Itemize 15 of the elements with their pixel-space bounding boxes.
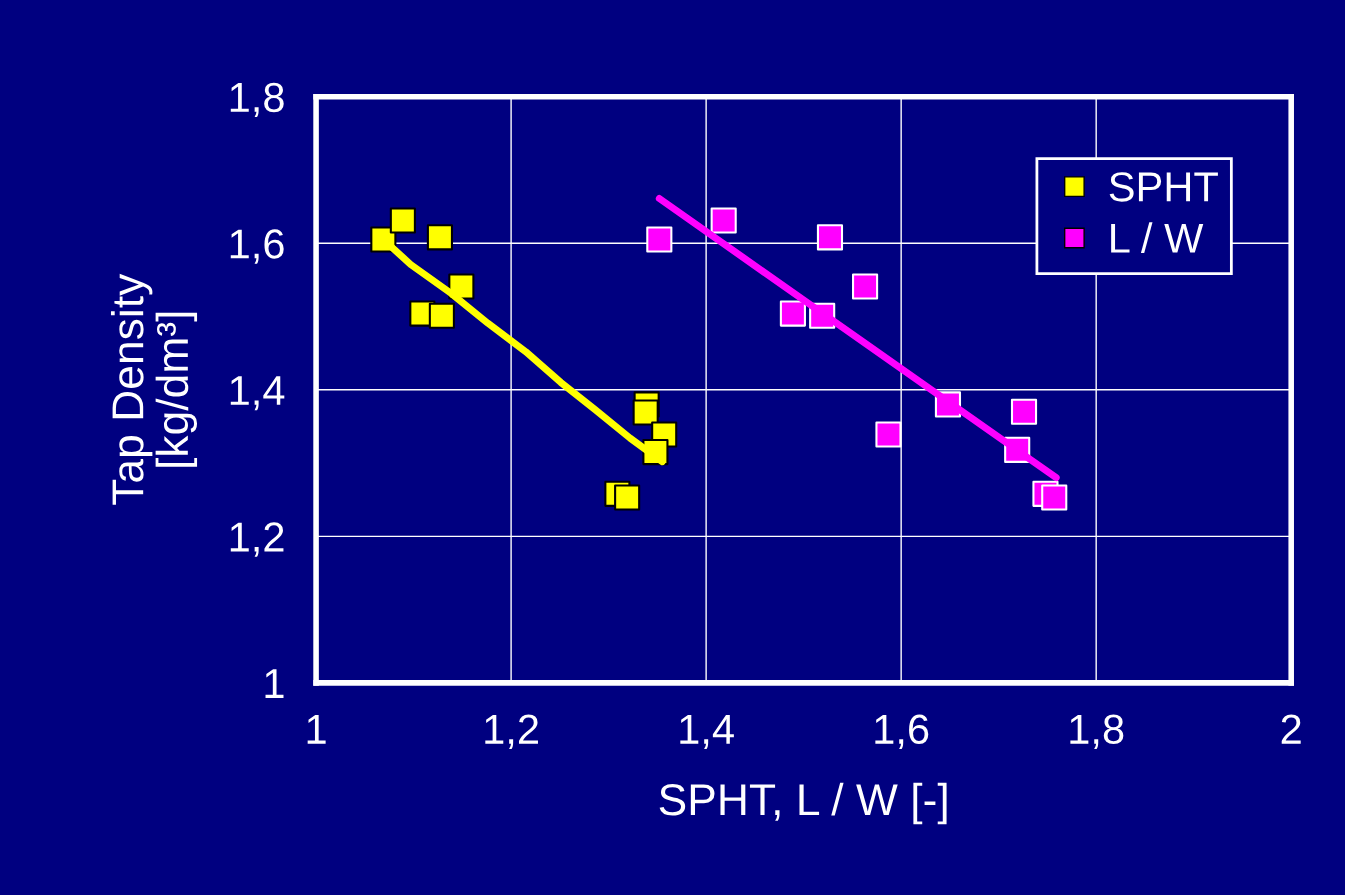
- x-tick-label: 1,8: [1070, 714, 1124, 749]
- y-tick-label: 1,2: [230, 522, 284, 557]
- x-axis-title: SPHT, L / W [-]: [659, 782, 947, 825]
- x-tick-label: 1,4: [680, 714, 734, 749]
- legend-label: L / W: [1111, 222, 1204, 253]
- x-tick-label: 1: [307, 714, 326, 744]
- x-tick-label: 1,6: [875, 714, 929, 749]
- y-tick-label: 1,6: [230, 229, 284, 264]
- x-tick-label: 2: [1281, 714, 1301, 744]
- x-tick-label: 1,2: [485, 714, 538, 749]
- y-axis-title: Tap Density [kg/dm³]: [110, 273, 198, 505]
- legend-label: SPHT: [1109, 172, 1218, 202]
- y-tick-label: 1: [265, 669, 284, 698]
- y-tick-label: 1,8: [230, 82, 284, 118]
- y-tick-label: 1,4: [230, 376, 285, 411]
